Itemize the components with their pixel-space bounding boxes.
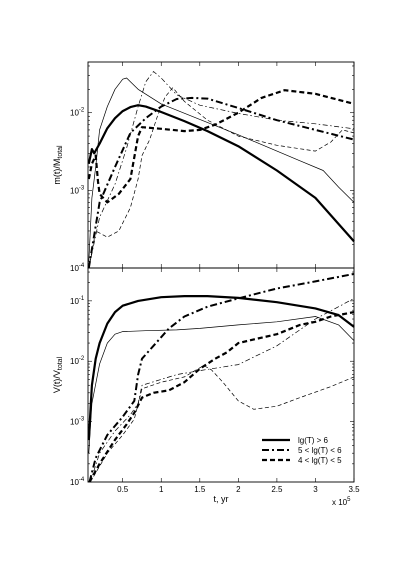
volume-panel-y-tick-labels: 10-1 10-2 10-3 10-4 [70,296,85,487]
series-m-4-5-thin [88,87,355,269]
series-v-4-5-thin [89,365,355,483]
mass-y-tick-label: 10-2 [70,108,85,118]
x-tick-label: 1.5 [194,485,206,494]
mass-y-tick-label: 10-3 [70,185,85,195]
x-tick-label: 2 [236,485,241,494]
legend-label: lg(T) > 6 [298,436,329,445]
mass-panel-series [87,71,355,269]
x-tick-label: 3.5 [348,485,360,494]
series-v-5-6-thin [89,298,355,483]
series-v-4-5-thick [88,311,355,483]
legend: lg(T) > 65 < lg(T) < 64 < lg(T) < 5 [262,436,342,465]
x-tick-label: 0.5 [117,485,129,494]
legend-label: 4 < lg(T) < 5 [298,456,342,465]
volume-y-tick-label: 10-4 [70,477,85,487]
mass-panel-ylabel: m(t)/Mtotal [52,145,64,185]
volume-panel-frame [87,267,355,483]
series-m-5-6-thick [87,96,355,269]
volume-y-tick-label: 10-2 [70,356,85,366]
series-m-gt6-thick [87,104,355,243]
mass-panel-ticks [88,62,355,269]
x-tick-label: 3 [313,485,318,494]
volume-fraction-panel: 10-1 10-2 10-3 10-4 0.5 1 1.5 2 2.5 3 3.5 V(t)/Vt… [52,267,360,507]
mass-y-tick-label: 10-4 [70,263,85,273]
series-m-4-5-thick [87,89,355,204]
x-axis-label: t, yr [214,494,229,504]
volume-panel-ticks [88,268,355,483]
series-v-gt6-thick [87,295,355,440]
x-tick-labels: 0.5 1 1.5 2 2.5 3 3.5 [117,485,360,494]
series-v-gt6-thin [88,316,355,454]
mass-fraction-panel: 10-2 10-3 10-4 m(t)/Mtotal [52,61,355,273]
volume-panel-ylabel: V(t)/Vtotal [52,356,64,393]
series-v-5-6-thick [88,272,355,483]
x-multiplier: x 105 [332,497,351,507]
mass-panel-frame [87,61,355,269]
volume-y-tick-label: 10-3 [70,417,85,427]
volume-panel-series [87,272,355,483]
series-m-5-6-thin [88,71,355,269]
series-m-gt6-thin [88,77,355,262]
x-tick-label: 1 [159,485,164,494]
x-tick-label: 2.5 [271,485,283,494]
mass-panel-y-tick-labels: 10-2 10-3 10-4 [70,108,85,273]
volume-y-tick-label: 10-1 [70,296,85,306]
legend-label: 5 < lg(T) < 6 [298,446,342,455]
